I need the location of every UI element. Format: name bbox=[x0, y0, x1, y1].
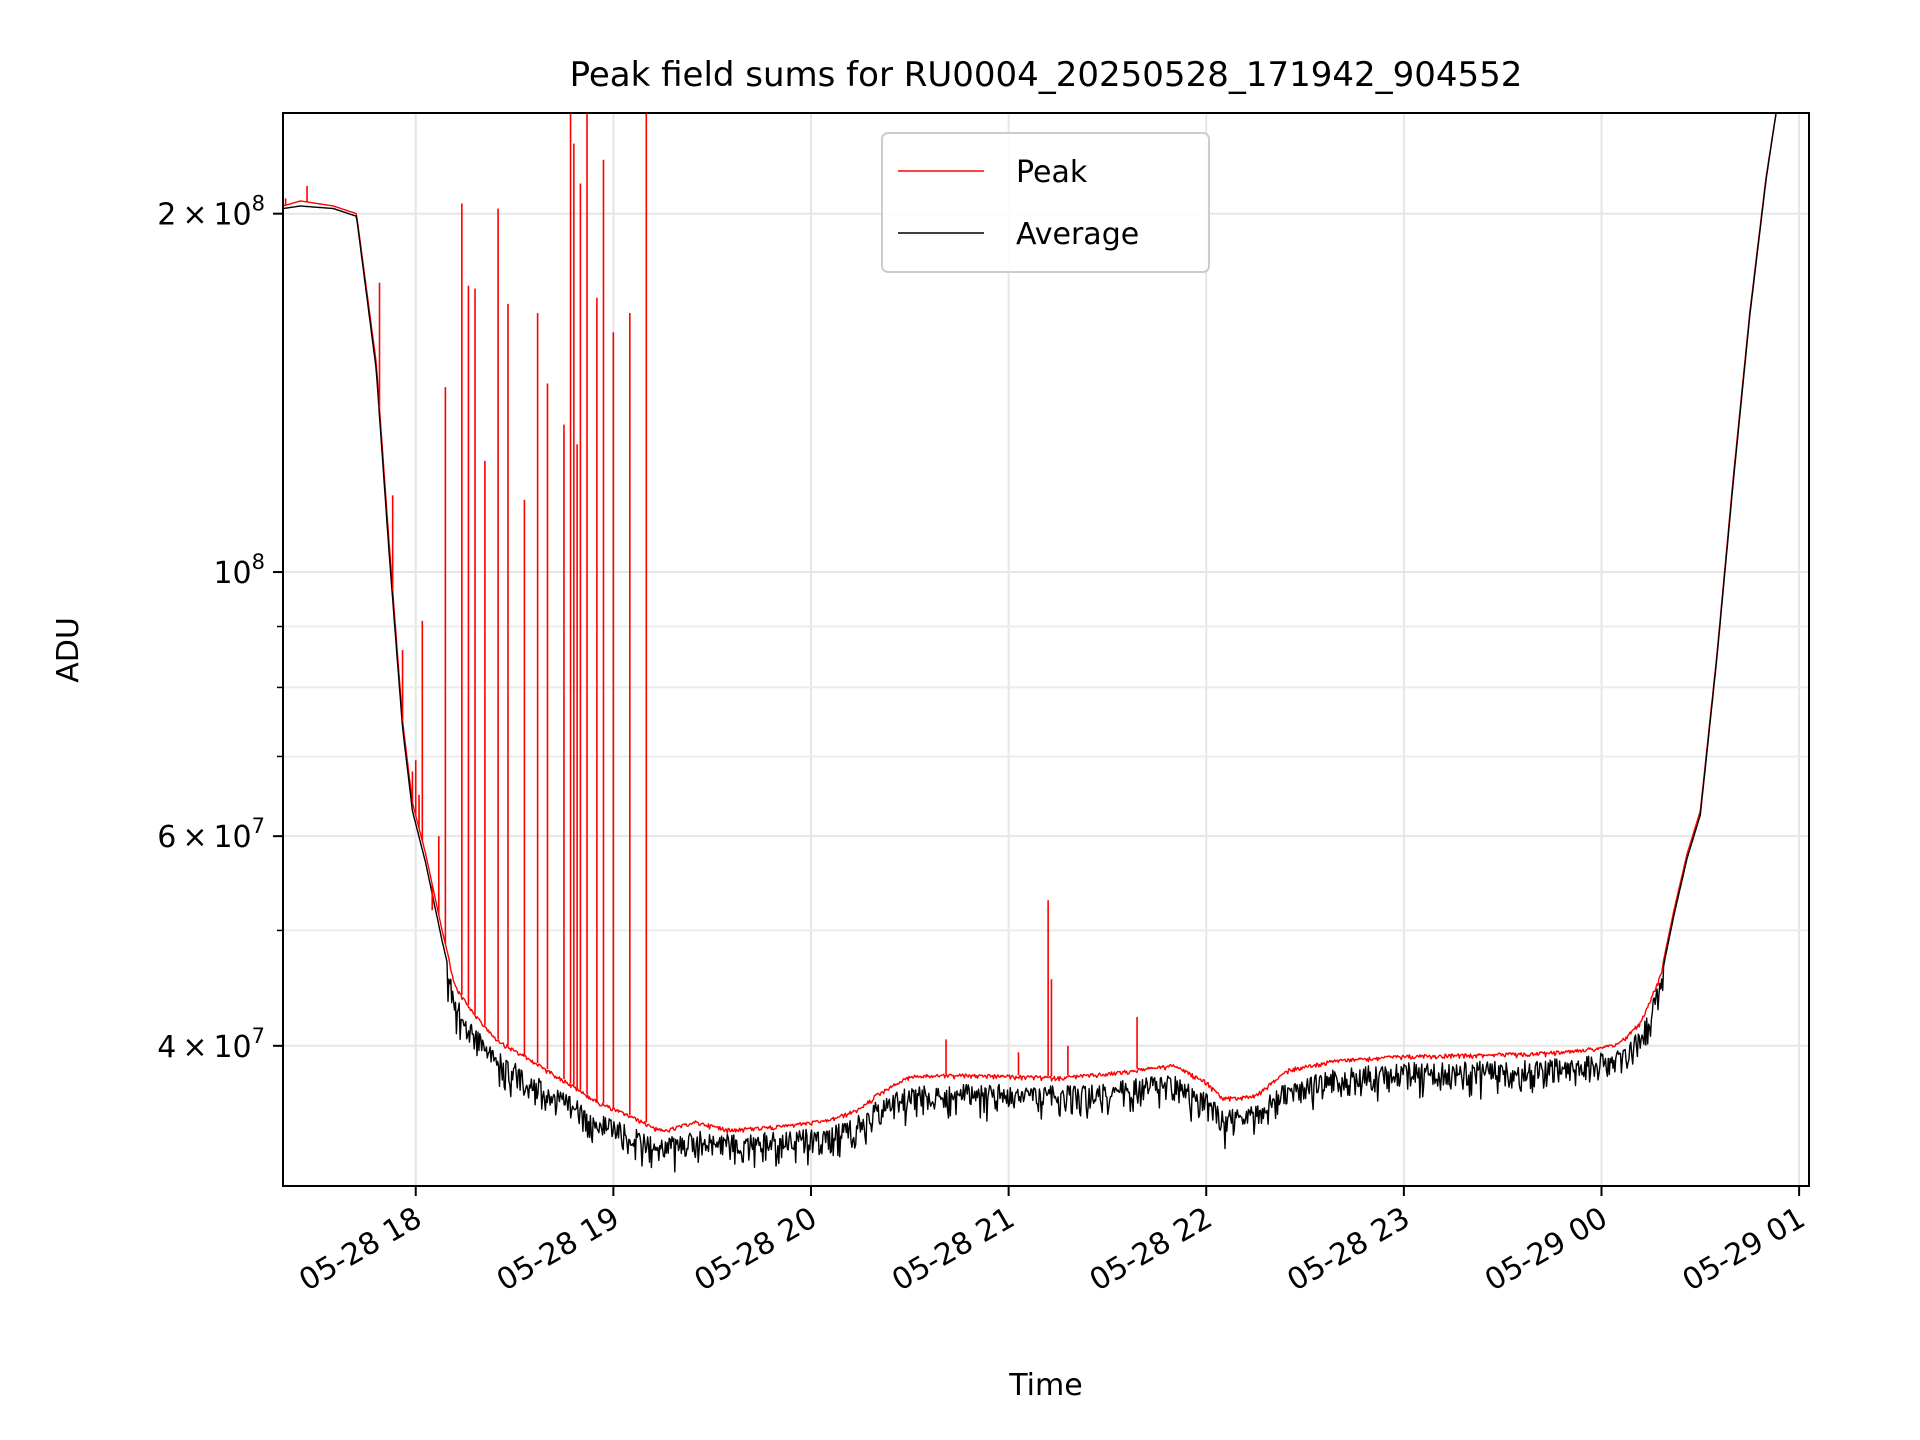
y-tick-label: 108 bbox=[213, 550, 265, 591]
y-axis-ticks: 4 × 107 6 × 107 108 2 × 108 bbox=[157, 192, 283, 1065]
chart-title: Peak field sums for RU0004_20250528_1719… bbox=[570, 55, 1523, 95]
legend-average-label: Average bbox=[1016, 217, 1139, 252]
legend-peak-label: Peak bbox=[1016, 155, 1088, 190]
legend-box bbox=[881, 132, 1210, 273]
y-tick-label: 2 × 108 bbox=[157, 192, 265, 233]
y-tick-label: 6 × 107 bbox=[157, 814, 265, 855]
series-layer bbox=[283, 113, 1783, 1173]
y-tick-label: 4 × 107 bbox=[157, 1024, 265, 1065]
y-axis-label: ADU bbox=[51, 617, 86, 683]
x-axis-label: Time bbox=[1008, 1368, 1082, 1403]
legend: Peak Average bbox=[881, 132, 1210, 273]
series-line-average bbox=[283, 113, 1783, 1173]
plot-frame bbox=[282, 112, 1810, 1187]
series-line-peak bbox=[283, 113, 1783, 1134]
